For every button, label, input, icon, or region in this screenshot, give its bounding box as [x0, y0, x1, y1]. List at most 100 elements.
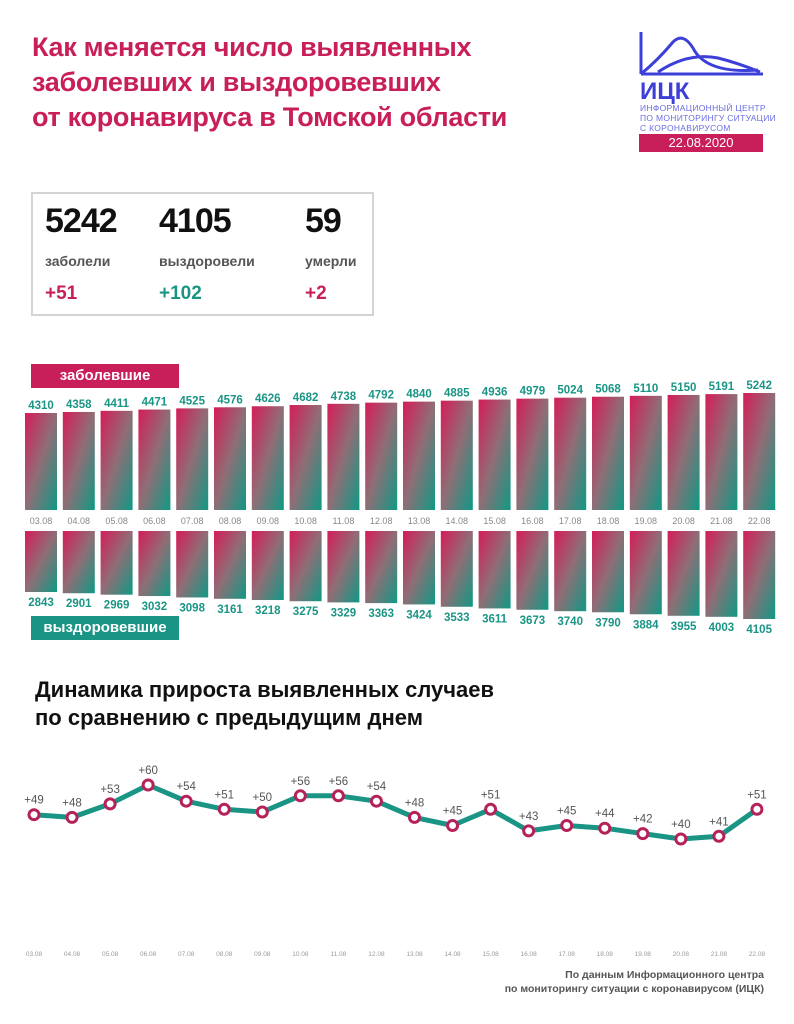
- data-label: +45: [443, 806, 463, 818]
- data-label: +48: [62, 797, 82, 809]
- bar-label-recovered: 3533: [444, 612, 470, 624]
- stat-label: выздоровели: [159, 253, 255, 269]
- data-point: [255, 805, 269, 819]
- data-point: [484, 802, 498, 816]
- title-line: Как меняется число выявленных: [32, 32, 472, 62]
- bar-recovered: [327, 531, 360, 603]
- x-tick-label: 20.08: [673, 951, 690, 958]
- bar-label-recovered: 3884: [633, 619, 659, 631]
- data-point: [636, 827, 650, 841]
- bar-label-recovered: 3790: [595, 617, 621, 629]
- x-tick-label: 10.08: [292, 951, 309, 958]
- page-title: Как меняется число выявленных заболевших…: [32, 30, 507, 135]
- data-point: [674, 832, 688, 846]
- bar-label-cases: 4840: [406, 389, 432, 401]
- bar-recovered: [440, 531, 473, 607]
- line-chart-title: Динамика прироста выявленных случаев по …: [35, 676, 494, 732]
- bar-recovered: [554, 531, 587, 612]
- report-date: 22.08.2020: [639, 134, 763, 152]
- data-label: +54: [367, 781, 387, 793]
- x-tick-label: 16.08: [521, 951, 538, 958]
- x-tick-label: 08.08: [216, 951, 233, 958]
- bar-label-cases: 4358: [66, 399, 92, 411]
- bar-label-cases: 4626: [255, 393, 281, 405]
- subtitle-line: по сравнению с предыдущим днем: [35, 705, 423, 730]
- data-label: +51: [214, 789, 234, 801]
- data-label: +45: [557, 806, 577, 818]
- bar-cases: [176, 408, 209, 510]
- x-tick-label: 12.08: [370, 516, 393, 526]
- bar-recovered: [743, 531, 776, 619]
- logo-subtitle: ИНФОРМАЦИОННЫЙ ЦЕНТР ПО МОНИТОРИНГУ СИТУ…: [640, 103, 776, 133]
- bar-cases: [478, 399, 511, 510]
- bar-label-cases: 5242: [746, 380, 772, 392]
- logo-subtitle-line: ИНФОРМАЦИОННЫЙ ЦЕНТР: [640, 103, 766, 113]
- x-tick-label: 21.08: [711, 951, 728, 958]
- bar-recovered: [478, 531, 511, 609]
- bar-cases: [440, 400, 473, 510]
- bar-recovered: [629, 531, 662, 615]
- bar-recovered: [289, 531, 322, 602]
- bar-label-recovered: 3611: [482, 613, 508, 625]
- bar-label-cases: 5110: [633, 383, 658, 395]
- x-tick-label: 21.08: [710, 516, 733, 526]
- bar-cases: [25, 413, 57, 510]
- data-label: +51: [747, 789, 767, 801]
- bar-recovered: [516, 531, 549, 610]
- bar-cases: [592, 396, 624, 510]
- subtitle-line: Динамика прироста выявленных случаев: [35, 677, 495, 702]
- data-point: [560, 819, 574, 832]
- data-label: +53: [100, 784, 120, 796]
- bar-cases: [516, 398, 549, 510]
- bar-recovered: [62, 531, 95, 594]
- x-tick-label: 20.08: [672, 516, 695, 526]
- x-tick-label: 09.08: [254, 951, 271, 958]
- x-tick-label: 17.08: [559, 951, 576, 958]
- data-label: +43: [519, 811, 539, 823]
- x-tick-label: 05.08: [102, 951, 119, 958]
- bar-label-recovered: 3329: [331, 607, 357, 619]
- bar-label-cases: 4471: [142, 397, 168, 409]
- bar-label-recovered: 3098: [179, 602, 205, 614]
- x-tick-label: 06.08: [143, 516, 166, 526]
- bar-cases: [705, 394, 738, 510]
- x-tick-label: 10.08: [294, 516, 317, 526]
- x-tick-label: 06.08: [140, 951, 157, 958]
- data-label: +48: [405, 797, 425, 809]
- data-point: [141, 778, 155, 792]
- x-tick-label: 14.08: [444, 951, 461, 958]
- data-point: [293, 789, 307, 803]
- x-tick-label: 11.08: [331, 951, 347, 958]
- bar-label-cases: 4576: [217, 394, 243, 406]
- bar-label-cases: 5191: [709, 381, 735, 393]
- stat-cases: 5242 заболели +51: [45, 202, 118, 305]
- series-line: [33, 782, 759, 842]
- bar-label-cases: 5068: [595, 384, 621, 396]
- stat-delta: +102: [159, 283, 202, 304]
- data-label: +40: [671, 819, 691, 831]
- bar-label-cases: 4885: [444, 388, 470, 400]
- data-label: +50: [253, 792, 273, 804]
- bar-cases: [667, 394, 700, 510]
- bar-cases: [100, 410, 133, 510]
- stat-value: 4105: [159, 202, 232, 240]
- x-tick-label: 14.08: [446, 516, 469, 526]
- data-point: [598, 821, 612, 835]
- source-note: По данным Информационного центра по мони…: [505, 968, 764, 996]
- data-label: +49: [24, 795, 44, 807]
- bar-label-cases: 4979: [520, 386, 546, 398]
- x-tick-label: 07.08: [181, 516, 204, 526]
- bar-cases: [327, 403, 360, 510]
- data-point: [65, 810, 79, 824]
- logo-subtitle-line: С КОРОНАВИРУСОМ: [640, 123, 731, 133]
- bar-label-cases: 5150: [671, 382, 697, 394]
- stats-panel: 5242 заболели +51 4105 выздоровели +102 …: [31, 192, 374, 316]
- x-tick-label: 16.08: [521, 516, 544, 526]
- bar-label-recovered: 3424: [406, 609, 432, 621]
- bar-cases: [251, 406, 284, 510]
- data-point: [179, 794, 193, 808]
- bar-label-recovered: 3032: [142, 601, 168, 613]
- bar-recovered: [592, 531, 624, 613]
